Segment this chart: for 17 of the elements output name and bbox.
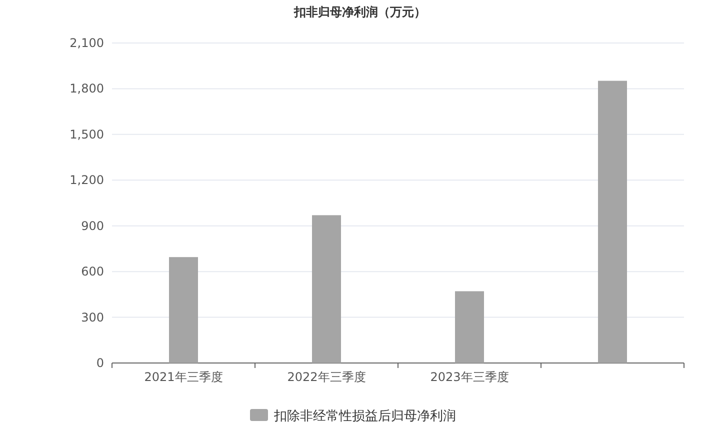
- chart-title: 扣非归母净利润（万元）: [293, 5, 426, 19]
- bar: [312, 215, 341, 363]
- bar: [455, 291, 484, 363]
- x-tick-label: 2021年三季度: [144, 370, 223, 384]
- x-tick-label: 2022年三季度: [287, 370, 366, 384]
- x-tick-label: 2023年三季度: [430, 370, 509, 384]
- y-tick-label: 900: [81, 218, 104, 233]
- y-tick-label: 1,500: [70, 127, 104, 142]
- y-tick-label: 1,200: [70, 173, 104, 188]
- bar: [169, 257, 198, 363]
- y-tick-label: 0: [96, 356, 104, 370]
- y-tick-label: 1,800: [70, 82, 104, 96]
- bar: [598, 80, 627, 363]
- legend-label: 扣除非经常性损益后归母净利润: [273, 409, 456, 424]
- y-tick-label: 600: [81, 264, 104, 279]
- y-tick-label: 300: [81, 310, 104, 324]
- y-tick-label: 2,100: [70, 36, 104, 50]
